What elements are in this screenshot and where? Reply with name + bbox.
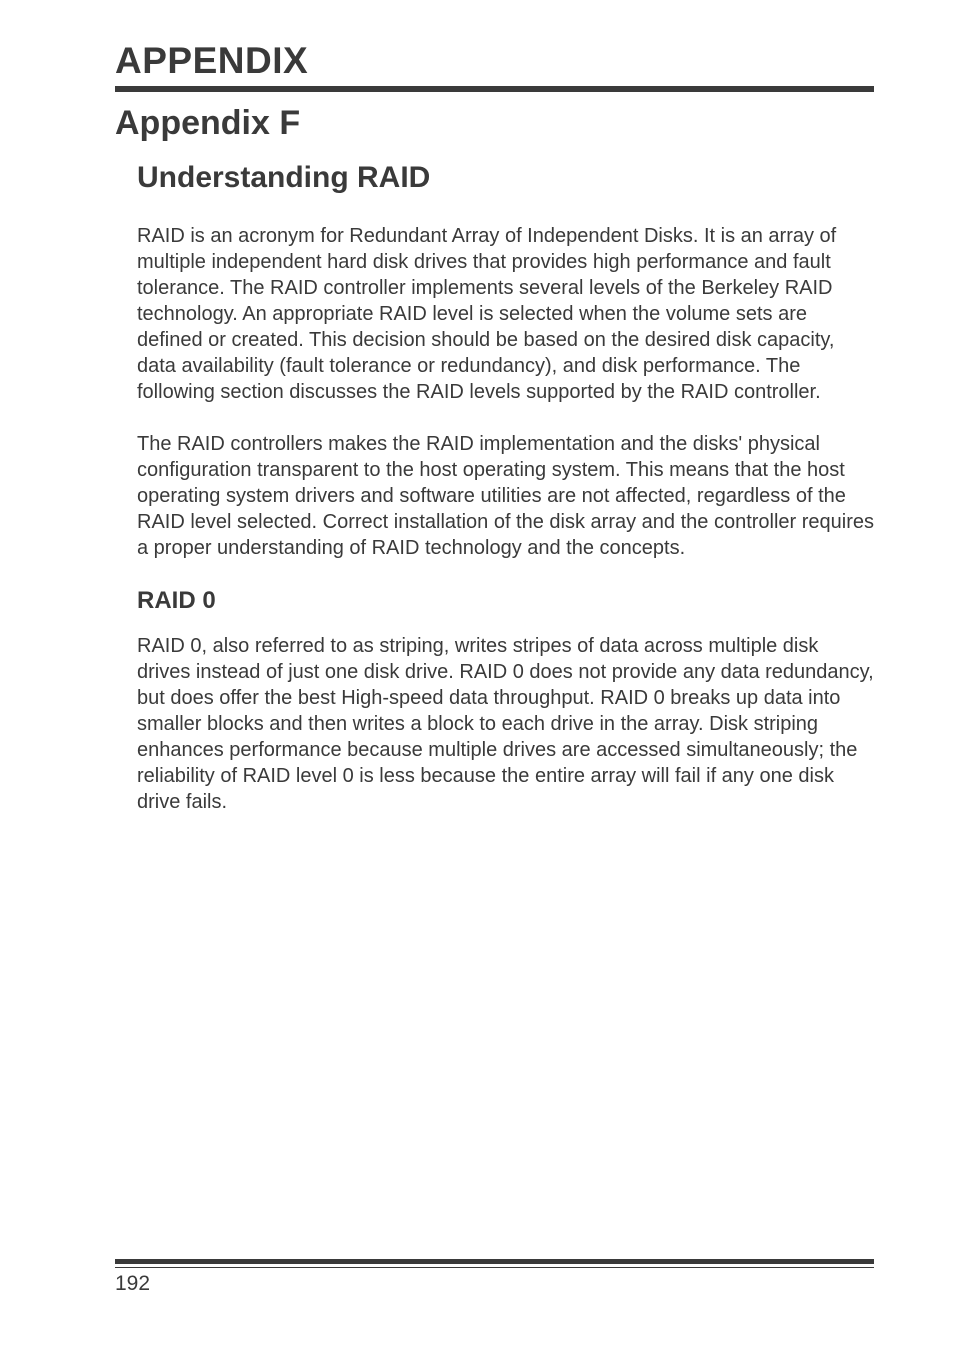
footer-rule-thin bbox=[115, 1267, 874, 1268]
subsection-title-raid0: RAID 0 bbox=[137, 587, 874, 615]
footer-rule-thick bbox=[115, 1259, 874, 1264]
header-rule bbox=[115, 86, 874, 92]
page-footer: 192 bbox=[115, 1259, 874, 1296]
appendix-title: Appendix F bbox=[115, 104, 874, 143]
paragraph-1: RAID is an acronym for Redundant Array o… bbox=[137, 223, 874, 405]
page: APPENDIX Appendix F Understanding RAID R… bbox=[0, 0, 954, 1354]
section-title: Understanding RAID bbox=[137, 161, 874, 195]
running-head: APPENDIX bbox=[115, 40, 874, 82]
page-number: 192 bbox=[115, 1272, 874, 1296]
paragraph-2: The RAID controllers makes the RAID impl… bbox=[137, 431, 874, 561]
paragraph-3: RAID 0, also referred to as striping, wr… bbox=[137, 633, 874, 815]
